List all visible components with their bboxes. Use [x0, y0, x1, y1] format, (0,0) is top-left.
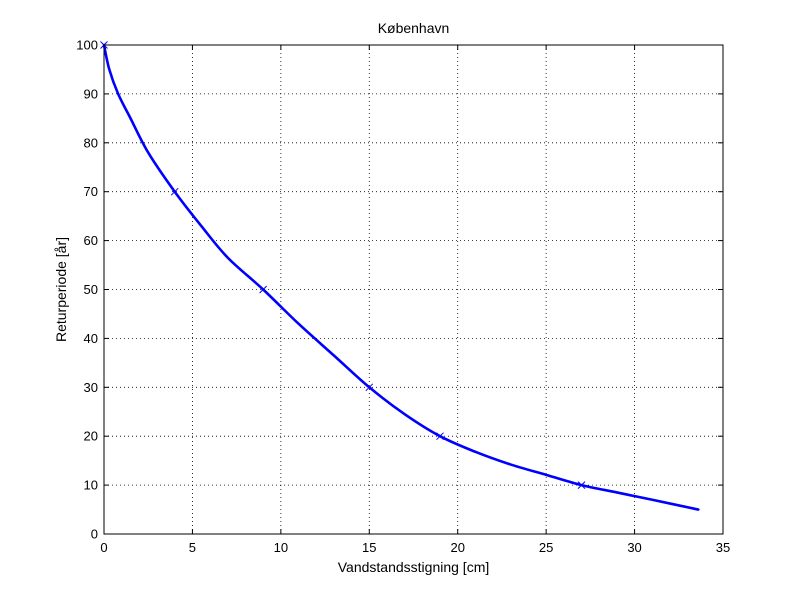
data-point-marker — [436, 432, 444, 441]
x-tick-label: 25 — [539, 540, 553, 555]
y-tick-label: 80 — [84, 135, 98, 150]
x-tick-label: 15 — [362, 540, 376, 555]
y-tick-label: 60 — [84, 233, 98, 248]
y-tick-label: 90 — [84, 86, 98, 101]
y-tick-label: 20 — [84, 429, 98, 444]
y-tick-label: 30 — [84, 380, 98, 395]
x-tick-label: 20 — [450, 540, 464, 555]
y-tick-label: 100 — [76, 38, 98, 53]
series-line — [102, 43, 700, 511]
plot-frame — [103, 44, 724, 535]
x-tick-label: 5 — [189, 540, 196, 555]
y-tick-label: 10 — [84, 478, 98, 493]
series-layer — [100, 41, 700, 511]
y-tick-label: 50 — [84, 282, 98, 297]
x-tick-label: 10 — [274, 540, 288, 555]
x-axis-title: Vandstandsstigning [cm] — [338, 559, 490, 575]
y-tick-label: 40 — [84, 331, 98, 346]
data-point-marker — [577, 481, 586, 489]
y-tick-label: 0 — [91, 527, 98, 542]
data-point-marker — [365, 383, 374, 392]
x-tick-label: 30 — [627, 540, 641, 555]
grid — [104, 45, 723, 534]
x-tick-label: 0 — [100, 540, 107, 555]
y-tick-label: 70 — [84, 184, 98, 199]
chart-title: København — [378, 20, 450, 36]
ticks: 0 5 10 15 20 25 30 35 0 10 20 30 40 50 60 70 80 90 100 — [76, 38, 730, 556]
data-point-marker — [170, 187, 179, 196]
data-point-marker — [259, 285, 268, 294]
plot-area — [104, 45, 723, 534]
y-axis-title: Returperiode [år] — [53, 237, 69, 342]
x-tick-label: 35 — [716, 540, 730, 555]
